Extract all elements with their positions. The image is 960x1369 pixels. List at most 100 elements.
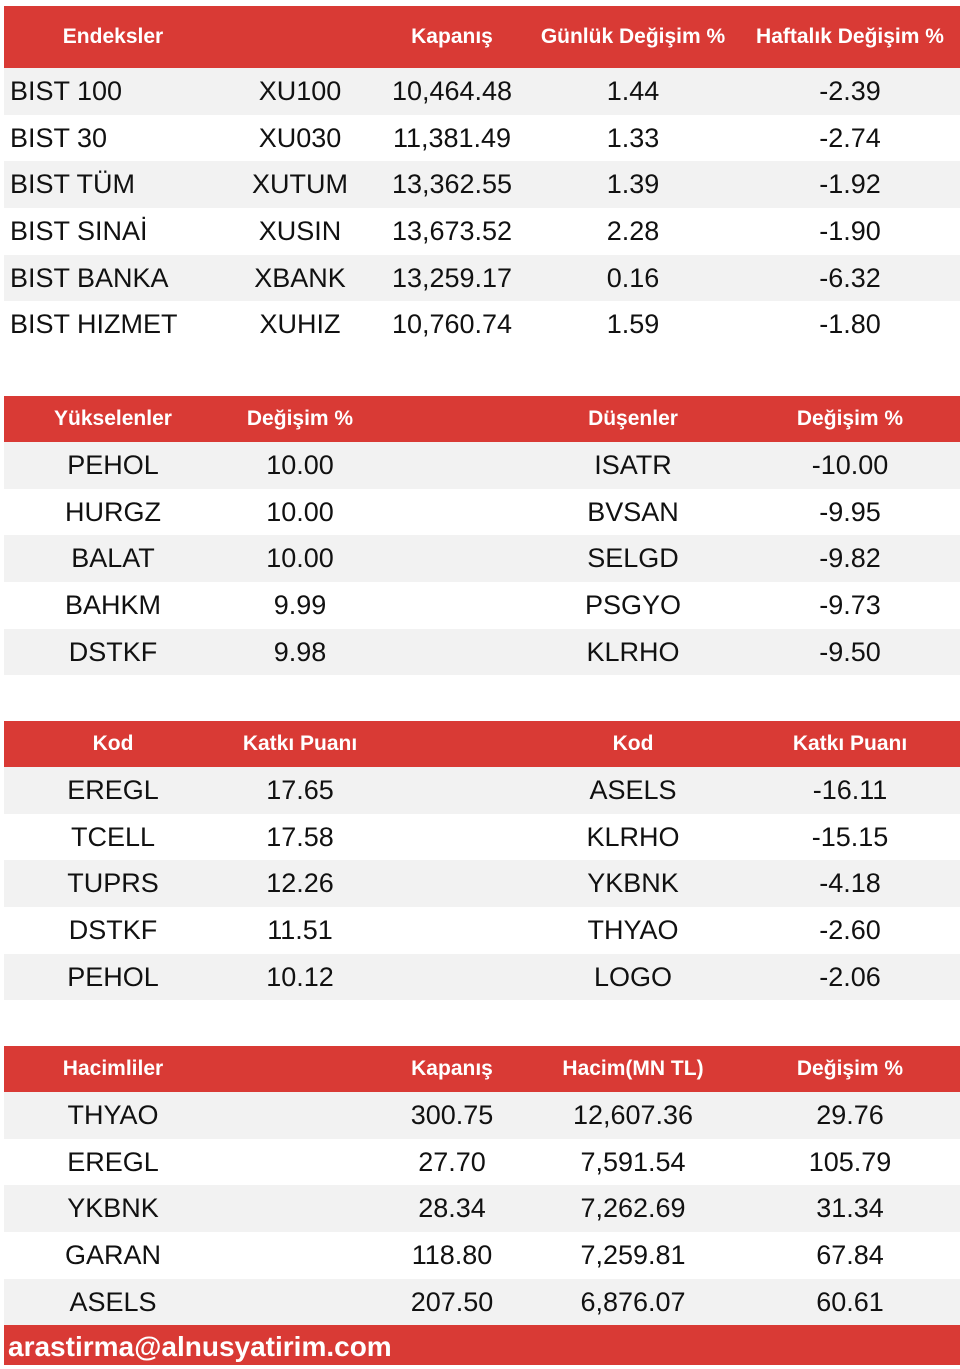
table-cell: PEHOL [67, 961, 159, 992]
table-cell: ASELS [69, 1286, 157, 1317]
table-cell: TCELL [70, 821, 156, 852]
column-header: Kapanış [411, 25, 493, 48]
column-header: Kapanış [411, 1057, 493, 1080]
table-cell: PEHOL [67, 449, 159, 480]
header-row: Kod Katkı Puanı Kod Katkı Puanı [4, 721, 960, 767]
table-cell: KLRHO [586, 821, 680, 852]
table-cell: 17.58 [266, 821, 334, 852]
table-cell: 7,262.69 [580, 1193, 686, 1224]
table-row: PEHOL 10.12 LOGO -2.06 [4, 953, 960, 1001]
table-cell: -9.82 [819, 543, 881, 574]
table-cell: 12,607.36 [572, 1099, 694, 1130]
table-cell: 11.51 [267, 914, 333, 945]
table-cell: -15.15 [811, 821, 889, 852]
table-cell: 300.75 [410, 1099, 494, 1130]
table-cell: -2.39 [819, 75, 881, 106]
table-cell: BAHKM [64, 589, 162, 620]
column-header: Endeksler [62, 25, 164, 48]
table-cell: 31.34 [816, 1193, 884, 1224]
table-body: THYAO 300.75 12,607.36 29.76 EREGL 27.70 7,591… [4, 1092, 960, 1326]
table-cell: DSTKF [68, 636, 158, 667]
column-header: Katkı Puanı [792, 732, 908, 755]
table-cell: XBANK [254, 262, 346, 293]
movers-table: Yükselenler Değişim % Düşenler Değişim % PEH… [4, 396, 960, 676]
volume-table: Hacimliler Kapanış Hacim(MN TL) Değişim % TH… [4, 1046, 960, 1326]
table-cell: XUHIZ [259, 309, 341, 340]
table-cell: -1.90 [819, 215, 881, 246]
table-cell: 67.84 [816, 1239, 884, 1270]
table-cell: 6,876.07 [580, 1286, 686, 1317]
table-cell: 17.65 [266, 774, 334, 805]
table-cell: YKBNK [587, 868, 679, 899]
table-cell: 29.76 [816, 1099, 884, 1130]
table-cell: BIST 30 [10, 122, 108, 153]
column-header: Değişim % [246, 407, 354, 430]
table-cell: BIST SINAİ [10, 215, 148, 246]
table-row: BIST SINAİ XUSIN 13,673.52 2.28 -1.90 [4, 208, 960, 255]
table-cell: ISATR [594, 449, 672, 480]
table-cell: -1.92 [819, 169, 881, 200]
table-body: EREGL 17.65 ASELS -16.11 TCELL 17.58 KLRHO -15.… [4, 767, 960, 1001]
table-cell: 10.12 [266, 961, 334, 992]
table-cell: HURGZ [65, 496, 161, 527]
column-header: Değişim % [796, 1057, 904, 1080]
table-cell: BVSAN [587, 496, 679, 527]
table-cell: -2.60 [819, 914, 881, 945]
table-cell: PSGYO [584, 589, 682, 620]
column-header: Düşenler [588, 407, 678, 430]
column-header: Değişim % [796, 407, 904, 430]
table-cell: 28.34 [418, 1193, 486, 1224]
table-row: TUPRS 12.26 YKBNK -4.18 [4, 860, 960, 908]
table-cell: -9.50 [819, 636, 881, 667]
table-body: BIST 100 XU100 10,464.48 1.44 -2.39 BIST 30 XU… [4, 68, 960, 349]
table-cell: 9.98 [273, 636, 327, 667]
table-cell: 10,464.48 [391, 75, 513, 106]
column-header: Katkı Puanı [242, 732, 358, 755]
table-cell: XU030 [258, 122, 342, 153]
column-header: Hacimliler [62, 1057, 164, 1080]
column-header: Haftalık Değişim % [756, 25, 944, 48]
table-cell: THYAO [67, 1099, 159, 1130]
table-row: GARAN 118.80 7,259.81 67.84 [4, 1232, 960, 1279]
table-cell: 11,381.49 [392, 122, 512, 153]
table-cell: ASELS [589, 774, 677, 805]
table-cell: -4.18 [819, 868, 881, 899]
indices-table: Endeksler Kapanış Günlük Değişim % Haftalık… [4, 6, 960, 349]
column-header: Günlük Değişim % [540, 25, 726, 48]
table-cell: 10.00 [266, 496, 334, 527]
table-row: BIST 30 XU030 11,381.49 1.33 -2.74 [4, 114, 960, 162]
table-cell: KLRHO [586, 636, 680, 667]
table-cell: 13,362.55 [391, 169, 513, 200]
table-cell: XUTUM [252, 169, 348, 200]
header-row: Endeksler Kapanış Günlük Değişim % Haftalık… [4, 6, 960, 68]
table-cell: 9.99 [273, 589, 327, 620]
table-cell: BALAT [71, 543, 155, 574]
table-cell: 10.00 [266, 543, 334, 574]
table-row: THYAO 300.75 12,607.36 29.76 [4, 1092, 960, 1139]
table-cell: LOGO [593, 961, 673, 992]
header-row: Yükselenler Değişim % Düşenler Değişim % [4, 396, 960, 442]
table-body: PEHOL 10.00 ISATR -10.00 HURGZ 10.00 BVSAN -9.9… [4, 442, 960, 676]
table-cell: -16.11 [812, 774, 888, 805]
table-cell: 1.59 [606, 309, 660, 340]
table-cell: 13,259.17 [391, 262, 513, 293]
table-cell: -9.95 [819, 496, 881, 527]
table-row: DSTKF 9.98 KLRHO -9.50 [4, 628, 960, 676]
table-row: EREGL 17.65 ASELS -16.11 [4, 767, 960, 814]
table-cell: GARAN [64, 1239, 162, 1270]
table-row: DSTKF 11.51 THYAO -2.60 [4, 907, 960, 954]
table-cell: 12.26 [266, 868, 334, 899]
table-cell: YKBNK [67, 1193, 159, 1224]
table-cell: -1.80 [819, 309, 881, 340]
table-row: YKBNK 28.34 7,262.69 31.34 [4, 1185, 960, 1233]
table-cell: 2.28 [606, 215, 660, 246]
column-header: Hacim(MN TL) [562, 1057, 704, 1080]
table-row: BAHKM 9.99 PSGYO -9.73 [4, 582, 960, 629]
table-cell: DSTKF [68, 914, 158, 945]
table-cell: XUSIN [258, 215, 342, 246]
footer-email[interactable]: arastirma@alnusyatirim.com [4, 1325, 960, 1365]
column-header: Yükselenler [54, 407, 172, 430]
table-cell: 1.44 [606, 75, 660, 106]
table-cell: BIST BANKA [10, 262, 169, 293]
table-cell: 10,760.74 [391, 309, 513, 340]
